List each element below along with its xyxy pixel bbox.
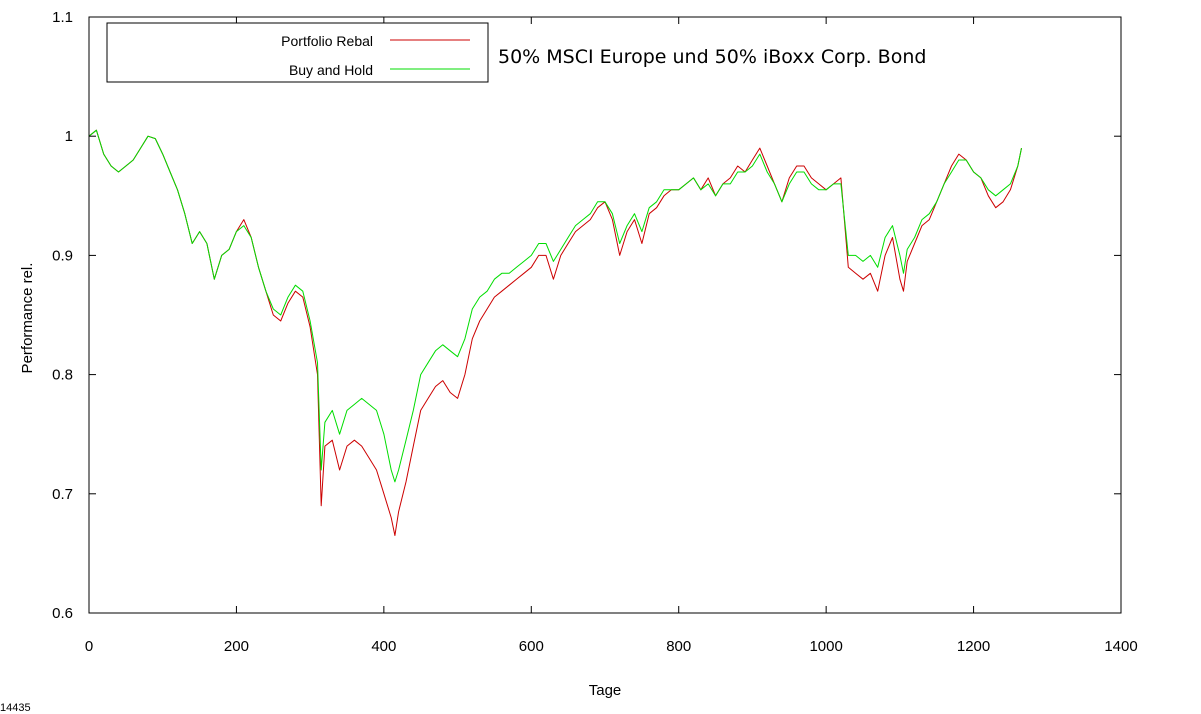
axis-ticks: 0 200 400 600 800 1000 1200 1400 1.1 1 0.9 0.8 0.7 0.… xyxy=(52,9,1138,655)
x-tick-label: 1200 xyxy=(957,638,990,655)
plot-lines xyxy=(88,129,1022,536)
y-tick-label: 0.8 xyxy=(52,367,73,384)
series-line-buy-and-hold xyxy=(88,129,1022,483)
y-tick-label: 0.9 xyxy=(52,247,73,264)
corner-note: 14435 xyxy=(0,702,31,714)
legend: Portfolio Rebal Buy and Hold xyxy=(106,22,489,83)
x-tick-label: 400 xyxy=(371,638,396,655)
x-tick-label: 0 xyxy=(85,638,93,655)
y-axis-label: Performance rel. xyxy=(19,263,36,374)
chart-title: 50% MSCI Europe und 50% iBoxx Corp. Bond xyxy=(498,46,926,68)
x-tick-label: 200 xyxy=(224,638,249,655)
x-tick-label: 1000 xyxy=(809,638,842,655)
plot-frame xyxy=(88,16,1122,614)
x-tick-label: 800 xyxy=(666,638,691,655)
x-tick-label: 1400 xyxy=(1104,638,1137,655)
x-tick-label: 600 xyxy=(519,638,544,655)
legend-label-portfolio-rebal: Portfolio Rebal xyxy=(281,33,373,49)
legend-box xyxy=(106,22,489,83)
y-tick-label: 1 xyxy=(65,128,73,145)
y-tick-label: 0.7 xyxy=(52,486,73,503)
series-line-portfolio-rebal xyxy=(88,129,1022,536)
y-tick-label: 1.1 xyxy=(52,9,73,26)
x-axis-label: Tage xyxy=(589,682,622,699)
legend-label-buy-and-hold: Buy and Hold xyxy=(289,62,373,78)
y-tick-label: 0.6 xyxy=(52,605,73,622)
